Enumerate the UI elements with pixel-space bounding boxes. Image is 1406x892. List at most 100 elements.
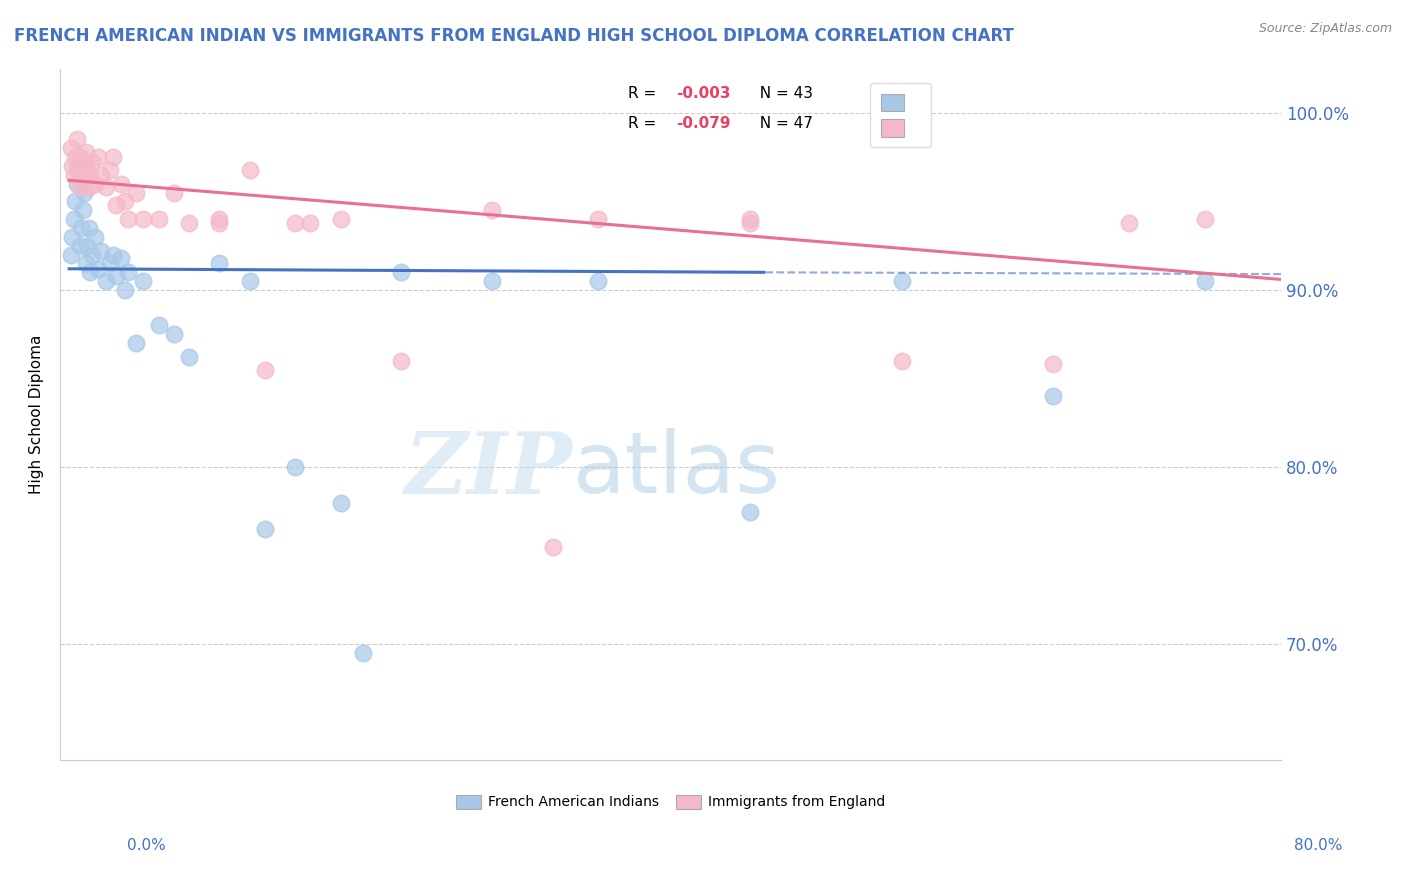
Point: [101, 247, 124, 261]
Point: [72, 173, 94, 187]
Point: [329, 212, 352, 227]
Point: [67, 159, 90, 173]
Point: [114, 194, 136, 209]
Point: [69, 180, 91, 194]
Point: [114, 283, 136, 297]
Point: [80, 155, 103, 169]
Point: [117, 265, 139, 279]
Point: [63, 150, 86, 164]
Point: [239, 162, 262, 177]
Point: [125, 336, 148, 351]
Point: [1194, 274, 1216, 288]
Point: [163, 186, 186, 200]
Point: [90, 244, 112, 258]
Point: [481, 203, 503, 218]
Point: [253, 363, 276, 377]
Point: [253, 522, 276, 536]
Point: [740, 216, 762, 230]
Text: R =: R =: [627, 116, 661, 131]
Point: [208, 216, 231, 230]
Point: [1042, 389, 1064, 403]
Point: [72, 203, 94, 218]
Point: [77, 221, 100, 235]
Point: [77, 180, 100, 194]
Text: R =: R =: [627, 86, 661, 101]
Point: [62, 212, 84, 227]
Text: atlas: atlas: [572, 428, 780, 511]
Point: [62, 168, 84, 182]
Point: [239, 274, 262, 288]
Point: [70, 221, 93, 235]
Text: Source: ZipAtlas.com: Source: ZipAtlas.com: [1258, 22, 1392, 36]
Point: [284, 460, 307, 475]
Point: [890, 354, 912, 368]
Point: [66, 177, 89, 191]
Point: [76, 238, 98, 252]
Point: [740, 212, 762, 227]
Point: [163, 327, 186, 342]
Text: -0.079: -0.079: [676, 116, 731, 131]
Point: [110, 251, 132, 265]
Point: [890, 274, 912, 288]
Point: [73, 186, 96, 200]
Point: [87, 261, 110, 276]
Text: 0.0%: 0.0%: [127, 838, 166, 854]
Point: [389, 354, 412, 368]
Point: [588, 212, 610, 227]
Point: [541, 540, 564, 554]
Point: [588, 274, 610, 288]
Y-axis label: High School Diploma: High School Diploma: [30, 334, 44, 494]
Point: [299, 216, 322, 230]
Point: [329, 496, 352, 510]
Point: [177, 351, 200, 365]
Point: [481, 274, 503, 288]
Point: [101, 150, 124, 164]
Point: [1118, 216, 1140, 230]
Point: [79, 168, 101, 182]
Point: [148, 212, 170, 227]
Point: [389, 265, 412, 279]
Point: [98, 256, 121, 270]
Text: -0.003: -0.003: [676, 86, 731, 101]
Point: [60, 159, 83, 173]
Point: [132, 274, 155, 288]
Point: [208, 212, 231, 227]
Point: [284, 216, 307, 230]
Point: [79, 265, 101, 279]
Point: [132, 212, 155, 227]
Point: [352, 646, 374, 660]
Text: ZIP: ZIP: [405, 427, 572, 511]
Point: [67, 162, 90, 177]
Text: FRENCH AMERICAN INDIAN VS IMMIGRANTS FROM ENGLAND HIGH SCHOOL DIPLOMA CORRELATIO: FRENCH AMERICAN INDIAN VS IMMIGRANTS FRO…: [14, 27, 1014, 45]
Point: [87, 150, 110, 164]
Point: [98, 162, 121, 177]
Text: N = 43: N = 43: [749, 86, 813, 101]
Point: [148, 318, 170, 333]
Point: [75, 145, 97, 159]
Point: [208, 256, 231, 270]
Point: [66, 132, 89, 146]
Point: [90, 168, 112, 182]
Point: [73, 155, 96, 169]
Point: [80, 247, 103, 261]
Point: [177, 216, 200, 230]
Point: [76, 162, 98, 177]
Point: [75, 256, 97, 270]
Point: [69, 238, 91, 252]
Point: [94, 274, 117, 288]
Text: 80.0%: 80.0%: [1295, 838, 1343, 854]
Point: [1194, 212, 1216, 227]
Point: [105, 268, 128, 283]
Point: [740, 505, 762, 519]
Legend: French American Indians, Immigrants from England: French American Indians, Immigrants from…: [450, 789, 890, 815]
Point: [63, 194, 86, 209]
Point: [110, 177, 132, 191]
Point: [125, 186, 148, 200]
Point: [1042, 358, 1064, 372]
Point: [60, 230, 83, 244]
Point: [70, 150, 93, 164]
Point: [94, 180, 117, 194]
Text: N = 47: N = 47: [749, 116, 813, 131]
Point: [59, 247, 82, 261]
Point: [84, 230, 107, 244]
